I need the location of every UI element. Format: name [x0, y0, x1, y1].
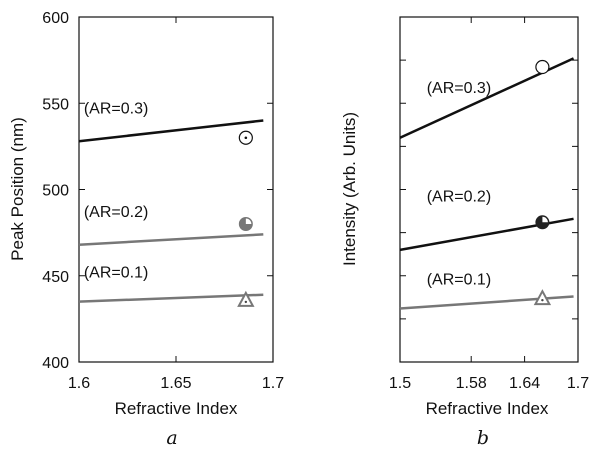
series-label: (AR=0.2)	[84, 204, 148, 221]
x-tick-label: 1.7	[262, 375, 284, 392]
ticks-a: 1.6 1.65 1.7 400 450 500 550 600	[42, 10, 284, 392]
y-tick-label: 400	[42, 355, 69, 372]
y-tick-label: 500	[42, 183, 69, 200]
series-label: (AR=0.1)	[84, 264, 148, 281]
data-point	[237, 290, 255, 307]
x-tick-label: 1.58	[456, 375, 487, 392]
x-tick-label: 1.5	[389, 375, 411, 392]
panel-label-a: a	[166, 427, 177, 449]
series-line	[78, 233, 264, 246]
data-point	[535, 215, 550, 230]
series-a: (AR=0.3) (AR=0.2) (AR=0.1)	[78, 101, 264, 307]
series-b: (AR=0.3) (AR=0.2) (AR=0.1)	[399, 57, 575, 310]
y-tick-label: 450	[42, 269, 69, 286]
ticks-b: 1.5 1.58 1.64 1.7	[389, 17, 589, 392]
x-axis-label-b: Refractive Index	[426, 399, 549, 418]
plot-frame-a	[78, 16, 274, 363]
y-tick-label: 600	[42, 10, 69, 27]
y-tick-label: 550	[42, 96, 69, 113]
x-tick-label: 1.7	[567, 375, 589, 392]
series-label: (AR=0.1)	[427, 271, 491, 288]
x-tick-label: 1.6	[68, 375, 90, 392]
data-point	[238, 130, 253, 145]
series-line	[78, 119, 264, 143]
panel-label-b: b	[477, 427, 489, 449]
series-label: (AR=0.3)	[84, 101, 148, 118]
data-point	[533, 289, 552, 306]
series-line	[78, 293, 264, 303]
data-point	[535, 59, 550, 75]
y-axis-label-a: Peak Position (nm)	[8, 117, 27, 261]
y-axis-label-b: Intensity (Arb. Units)	[340, 112, 359, 266]
x-axis-label-a: Refractive Index	[115, 399, 238, 418]
series-label: (AR=0.3)	[427, 80, 491, 97]
data-point	[238, 217, 253, 231]
series-label: (AR=0.2)	[427, 189, 491, 206]
x-tick-label: 1.64	[509, 375, 540, 392]
panel-b: 1.5 1.58 1.64 1.7 (AR=0.3)(AR=0.2)(AR=0.1) …	[340, 16, 589, 449]
x-tick-label: 1.65	[160, 375, 191, 392]
